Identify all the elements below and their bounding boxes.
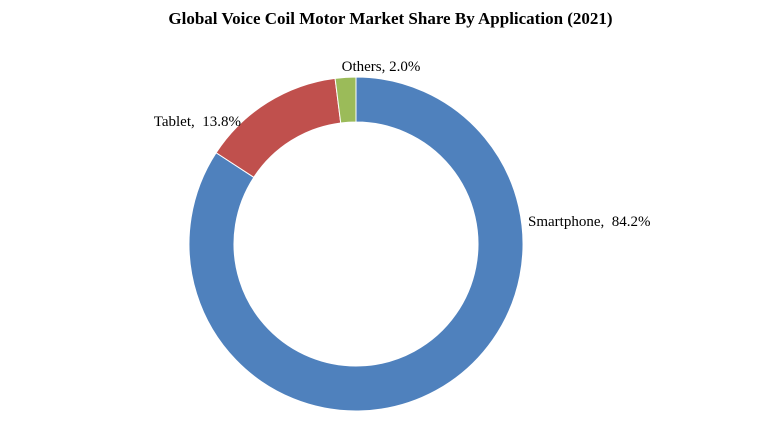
label-group: Smartphone, 84.2% Tablet, 13.8% Others, 2.… [154,59,651,230]
slice-group [188,76,524,412]
data-label-smartphone: Smartphone, 84.2% [528,214,650,230]
slice-others [334,76,357,124]
chart-title: Global Voice Coil Motor Market Share By … [168,9,613,28]
data-label-tablet: Tablet, 13.8% [154,114,241,130]
slice-smartphone [188,76,524,412]
data-label-others: Others, 2.0% [342,59,421,75]
